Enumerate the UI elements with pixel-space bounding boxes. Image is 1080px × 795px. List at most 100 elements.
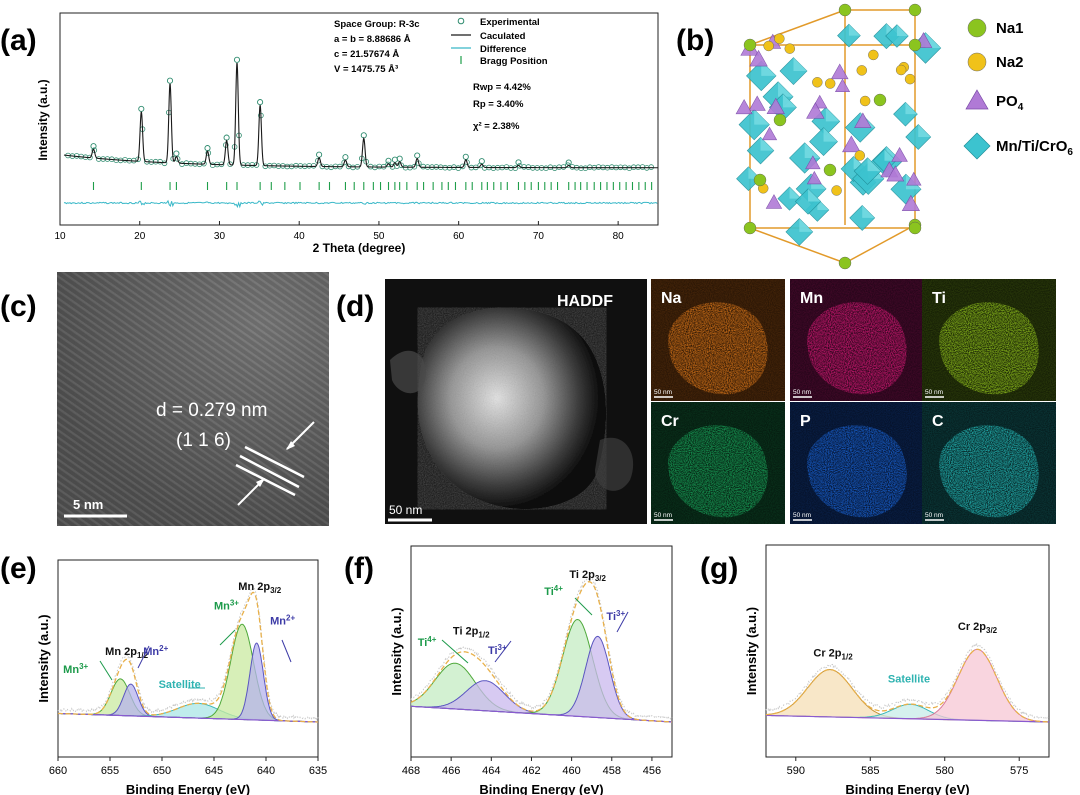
d-spacing-label: d = 0.279 nm (156, 400, 267, 421)
xps-envelope (410, 581, 672, 723)
tetrahedron (834, 78, 851, 93)
tetrahedron (805, 155, 821, 170)
xps-raw-data (765, 642, 1050, 720)
xrd-exp-point (478, 158, 485, 165)
xps-x-tick-label: 590 (787, 765, 805, 777)
xps-background-line (410, 705, 673, 723)
xps-y-axis-label: Intensity (a.u.) (744, 607, 759, 695)
haddf-label: HADDF (557, 293, 613, 310)
tetrahedron (906, 171, 922, 186)
eds-map-mn: Mn 50 nm (790, 279, 924, 401)
xps-plot-frame (410, 545, 673, 758)
xrd-difference-curve (63, 199, 658, 209)
fringe-line-1 (244, 445, 305, 479)
xps-leader-line (494, 640, 512, 663)
xps-plot-frame (57, 559, 319, 758)
unit-cell-edge (749, 9, 846, 46)
xrd-exp-point (648, 164, 654, 170)
tetrahedron (749, 49, 768, 67)
octahedron (885, 24, 909, 48)
sphere-atom (908, 38, 922, 52)
octahedron (779, 57, 808, 85)
tetrahedron (761, 126, 778, 141)
xps-raw-data (57, 586, 319, 721)
xps-peak-label: Mn2+ (270, 613, 295, 627)
xrd-lattice-annotation: Space Group: R-3c a = b = 8.88686 Å c = … (334, 19, 420, 75)
xps-x-tick-label: 580 (936, 765, 954, 777)
xps-background-line (57, 712, 319, 723)
legend-calculated: Caculated (480, 31, 526, 42)
xps-ti-chart: 468 466 464 462 460 458 456 Binding Energy (eV)… (389, 545, 673, 795)
xps-peak-label: Mn 2p3/2 (238, 581, 281, 595)
xps-component-area (766, 704, 1049, 722)
eds-map-label: Ti (932, 290, 946, 307)
xps-peak-label: Ti4+ (418, 635, 437, 649)
xps-x-tick-label: 635 (309, 765, 327, 777)
octahedron (794, 188, 822, 215)
structure-legend-label: Na1 (996, 20, 1024, 37)
tetrahedron (735, 98, 753, 115)
xrd-exp-point (385, 157, 392, 164)
xps-background-line (765, 714, 1050, 723)
xrd-exp-point (396, 155, 403, 162)
xrd-y-axis-label: Intensity (a.u.) (36, 79, 50, 160)
structure-polyhedra (735, 3, 942, 270)
xps-cr-chart: 590 585 580 575 Binding Energy (eV) Intensity… (744, 544, 1050, 795)
xrd-exp-point (306, 163, 313, 169)
tetrahedron (765, 194, 783, 209)
sphere-atom (743, 38, 757, 52)
fringe-line-3 (235, 463, 296, 497)
xrd-x-tick-label: 50 (373, 231, 385, 242)
legend-bragg: Bragg Position (480, 56, 548, 67)
xps-x-tick-label: 655 (101, 765, 119, 777)
xrd-exp-point (257, 99, 264, 106)
tetrahedron (748, 95, 766, 111)
xrd-x-tick-label: 20 (134, 231, 146, 242)
sphere-atom (908, 3, 922, 17)
octahedron (853, 157, 882, 185)
xps-leader-line (137, 645, 150, 669)
legend-sphere-icon (967, 52, 987, 72)
xps-x-tick-label: 464 (482, 765, 500, 777)
xps-leader-line (616, 611, 629, 633)
legend-octahedron-icon (963, 132, 991, 160)
xrd-exp-point (161, 160, 168, 167)
sphere-atom (823, 163, 837, 177)
panel-label-c: (c) (0, 290, 37, 323)
fringe-line-2 (239, 454, 300, 489)
octahedron (905, 124, 932, 150)
crystal-structure: Na1 Na2 PO4 Mn/Ti/CrO6 (735, 3, 1073, 270)
legend-difference: Difference (480, 44, 526, 55)
xrd-exp-point (414, 152, 421, 159)
xrd-x-tick-label: 30 (214, 231, 226, 242)
tetrahedron (854, 112, 872, 128)
xps-x-tick-label: 575 (1010, 765, 1028, 777)
legend-sphere-icon (967, 18, 987, 38)
sphere-atom (856, 65, 867, 76)
rp-text: Rp = 3.40% (473, 99, 524, 110)
tetrahedron (830, 63, 849, 80)
space-group-text: Space Group: R-3c (334, 19, 420, 30)
xps-component-area (58, 643, 318, 722)
xps-peak-label: Ti 2p3/2 (569, 569, 606, 583)
sphere-atom (868, 49, 879, 61)
plane-label: (1 1 6) (176, 430, 231, 451)
xps-x-tick-label: 585 (861, 765, 879, 777)
xps-x-tick-label: 640 (257, 765, 275, 777)
sphere-atom (895, 64, 907, 76)
xps-peak-label: Cr 2p3/2 (958, 621, 998, 635)
eds-map-label: Cr (661, 413, 679, 430)
lattice-ab-text: a = b = 8.88686 Å (334, 34, 411, 45)
panel-label-g: (g) (700, 552, 738, 585)
octahedron (837, 23, 861, 48)
tetrahedron (901, 194, 920, 211)
xrd-exp-point (462, 153, 469, 160)
xps-envelope (58, 591, 318, 723)
eds-map-p: P 50 nm (790, 402, 924, 524)
xps-envelope (765, 648, 1049, 723)
xrd-bragg-ticks (92, 182, 653, 190)
sphere-atom (812, 77, 823, 88)
tetrahedron (806, 170, 822, 185)
panel-label-b: (b) (676, 24, 714, 57)
octahedron (785, 218, 814, 246)
